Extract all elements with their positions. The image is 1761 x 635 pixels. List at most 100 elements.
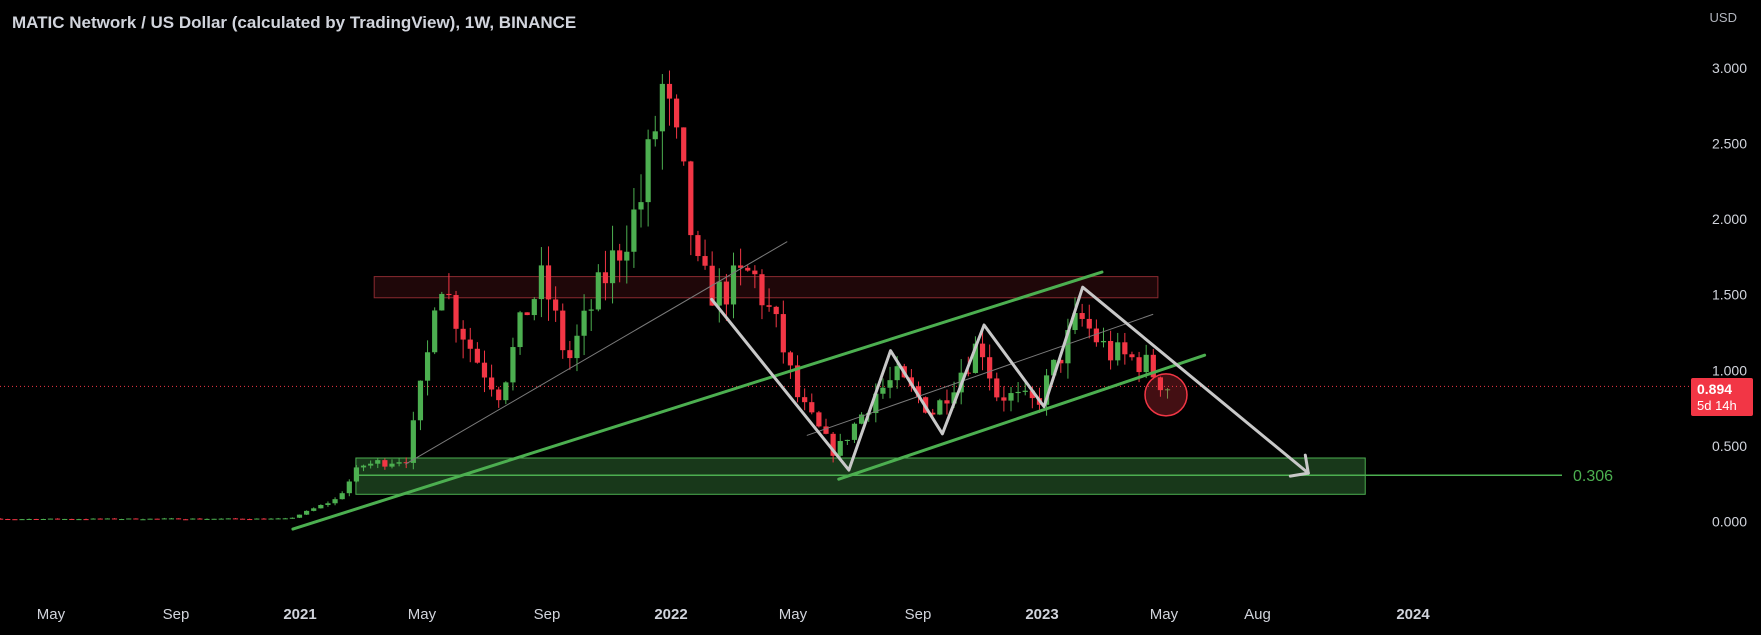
candle-body [844, 439, 850, 441]
candle-body [282, 518, 288, 520]
candle-body [802, 397, 808, 403]
candle-body [432, 310, 438, 353]
candle-body [759, 274, 765, 306]
candle-body [794, 365, 801, 398]
candle-body [119, 519, 125, 521]
x-tick-label: Sep [905, 606, 932, 623]
candle-body [972, 343, 979, 373]
candle-body [254, 518, 260, 520]
candle-body [389, 463, 395, 467]
candle-body [346, 481, 352, 494]
candle-body [439, 293, 445, 311]
candle-body [218, 518, 224, 520]
candle-body [460, 328, 466, 340]
candle-body [702, 256, 708, 266]
candle-body [275, 518, 281, 520]
candle-body [183, 519, 189, 521]
faint-trend-line [405, 241, 788, 465]
candle-body [652, 131, 658, 140]
target-label: 0.306 [1573, 468, 1613, 485]
candle-body [887, 380, 893, 388]
breakdown-marker [1144, 373, 1188, 417]
candle-body [617, 250, 623, 261]
candle-body [638, 202, 644, 210]
x-tick-label: 2022 [654, 606, 687, 623]
candle-body [339, 493, 345, 500]
x-tick-label: May [408, 606, 437, 623]
candle-body [837, 440, 843, 456]
candle-body [97, 518, 103, 520]
candle-body [90, 518, 96, 520]
candle-body [40, 519, 46, 521]
x-tick-label: Aug [1244, 606, 1271, 623]
candle-body [1043, 375, 1050, 405]
candle-body [695, 235, 701, 257]
candle-body [1100, 340, 1107, 343]
candle-body [951, 392, 957, 404]
candle-body [894, 366, 900, 381]
candle-body [375, 460, 381, 464]
candle-body [1122, 342, 1128, 355]
candle-body [944, 400, 950, 404]
candle-body [496, 389, 502, 401]
candle-body [332, 499, 338, 504]
candle-body [987, 357, 993, 379]
candle-body [147, 518, 153, 520]
candle-body [232, 518, 239, 520]
candle-body [809, 402, 815, 413]
candle-body [396, 462, 402, 464]
candle-body [517, 312, 523, 348]
support-zone [355, 457, 1366, 495]
candle-body [83, 519, 89, 521]
candle-body [104, 518, 110, 520]
candle-body [1086, 318, 1092, 329]
candle-body [488, 377, 495, 390]
candle-body [453, 295, 459, 329]
candle-body [716, 281, 722, 306]
candle-body [937, 400, 943, 415]
candle-body [1079, 313, 1085, 319]
candle-body [880, 387, 886, 394]
candle-body [503, 382, 509, 401]
candle-body [681, 127, 687, 162]
candle-body [553, 299, 559, 311]
candle-body [204, 518, 210, 520]
candle-body [1058, 359, 1064, 364]
candle-body [382, 460, 388, 467]
x-tick-label: May [37, 606, 66, 623]
candle-body [12, 519, 18, 521]
x-tick-label: May [1150, 606, 1179, 623]
x-tick-label: Sep [534, 606, 561, 623]
candle-body [1001, 397, 1007, 401]
y-tick-label: 2.000 [1712, 211, 1747, 227]
candle-body [787, 352, 794, 366]
candle-body [1115, 342, 1121, 361]
y-tick-label: 2.500 [1712, 136, 1747, 152]
candle-body [111, 518, 118, 520]
candle-body [1051, 359, 1057, 376]
candle-body [524, 312, 530, 316]
candle-body [823, 426, 829, 434]
candle-body [816, 412, 822, 427]
candle-body [481, 362, 488, 378]
candle-body [688, 161, 694, 236]
candle-body [738, 265, 744, 268]
candle-body [1093, 328, 1099, 343]
candle-body [133, 518, 139, 520]
candle-body [766, 305, 772, 307]
currency-label: USD [1709, 10, 1737, 25]
candle-body [239, 518, 246, 520]
candle-body [1157, 377, 1164, 391]
candle-body [304, 510, 310, 515]
candle-body [858, 414, 865, 424]
candle-body [446, 293, 452, 296]
candle-body [0, 518, 4, 520]
candle-body [673, 98, 680, 128]
candle-body [1129, 354, 1135, 358]
y-tick-label: 0.500 [1712, 438, 1747, 454]
candle-body [360, 465, 367, 468]
candle-body [19, 519, 25, 521]
candle-body [624, 251, 630, 261]
candle-body [76, 519, 82, 521]
